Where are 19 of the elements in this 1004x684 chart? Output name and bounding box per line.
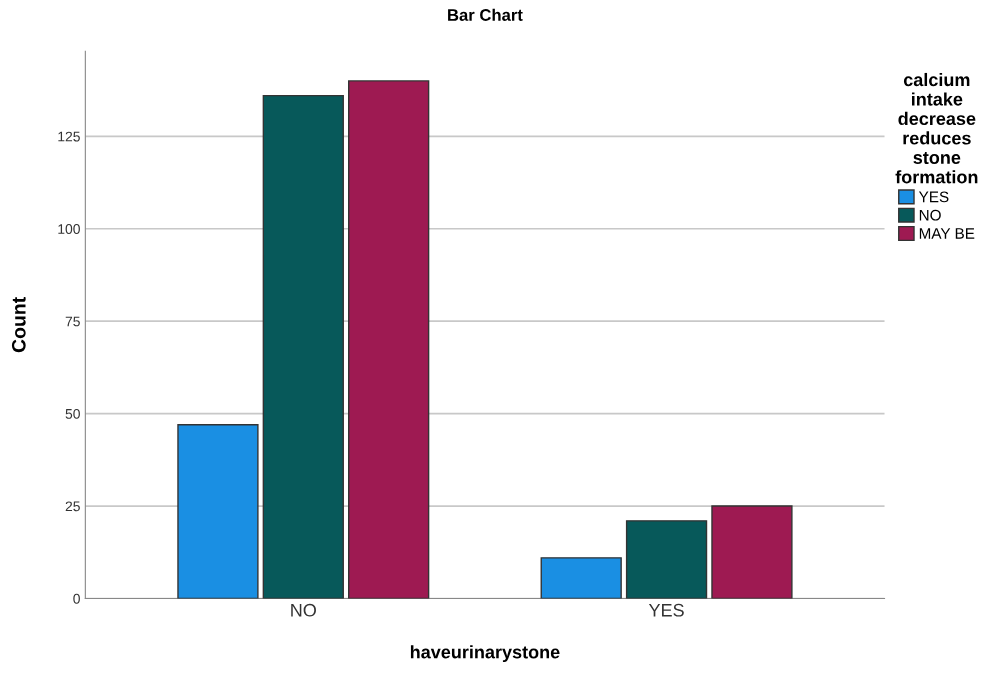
y-tick-label: 125 — [58, 131, 80, 142]
bar — [711, 505, 793, 599]
legend-label: YES — [918, 191, 949, 203]
bar — [177, 424, 259, 599]
bar — [262, 94, 344, 599]
legend-label: NO — [919, 209, 941, 221]
y-tick-label: 100 — [58, 224, 80, 234]
bar — [540, 557, 622, 599]
bar — [348, 80, 430, 599]
y-tick-label: 50 — [65, 408, 80, 419]
bar — [625, 520, 708, 599]
y-axis-title: Count — [11, 297, 26, 353]
chart-title: Bar Chart — [448, 8, 523, 21]
legend-title: calcium intake decrease reduces stone formation — [895, 72, 978, 184]
y-tick-label: 75 — [65, 316, 80, 327]
y-tick-label: 25 — [65, 501, 80, 512]
legend-label: MAY BE — [919, 228, 975, 239]
y-tick-label: 0 — [73, 593, 80, 604]
x-axis-title: haveurinarystone — [410, 645, 560, 663]
